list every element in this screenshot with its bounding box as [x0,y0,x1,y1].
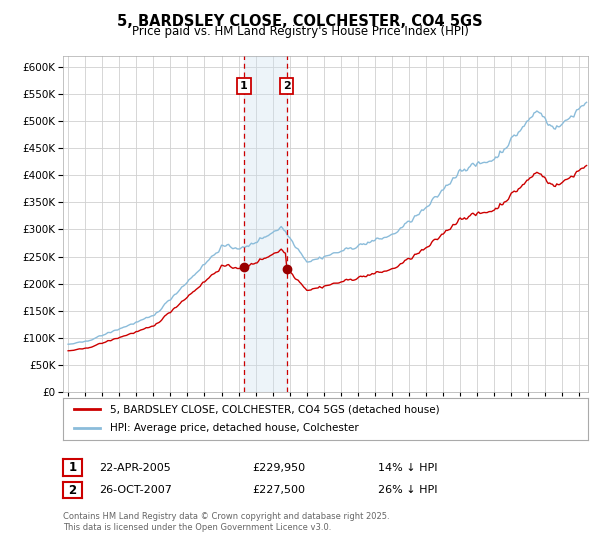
Text: £227,500: £227,500 [252,485,305,495]
Text: £229,950: £229,950 [252,463,305,473]
Text: 1: 1 [68,461,77,474]
Text: Price paid vs. HM Land Registry's House Price Index (HPI): Price paid vs. HM Land Registry's House … [131,25,469,38]
Text: 14% ↓ HPI: 14% ↓ HPI [378,463,437,473]
Text: 5, BARDSLEY CLOSE, COLCHESTER, CO4 5GS: 5, BARDSLEY CLOSE, COLCHESTER, CO4 5GS [117,14,483,29]
Text: HPI: Average price, detached house, Colchester: HPI: Average price, detached house, Colc… [110,423,359,433]
Text: 2: 2 [283,81,290,91]
Text: 22-APR-2005: 22-APR-2005 [99,463,171,473]
Text: Contains HM Land Registry data © Crown copyright and database right 2025.
This d: Contains HM Land Registry data © Crown c… [63,512,389,532]
Text: 1: 1 [240,81,248,91]
Text: 5, BARDSLEY CLOSE, COLCHESTER, CO4 5GS (detached house): 5, BARDSLEY CLOSE, COLCHESTER, CO4 5GS (… [110,404,440,414]
Text: 26-OCT-2007: 26-OCT-2007 [99,485,172,495]
Text: 26% ↓ HPI: 26% ↓ HPI [378,485,437,495]
Bar [244,56,287,392]
Text: 2: 2 [68,483,77,497]
